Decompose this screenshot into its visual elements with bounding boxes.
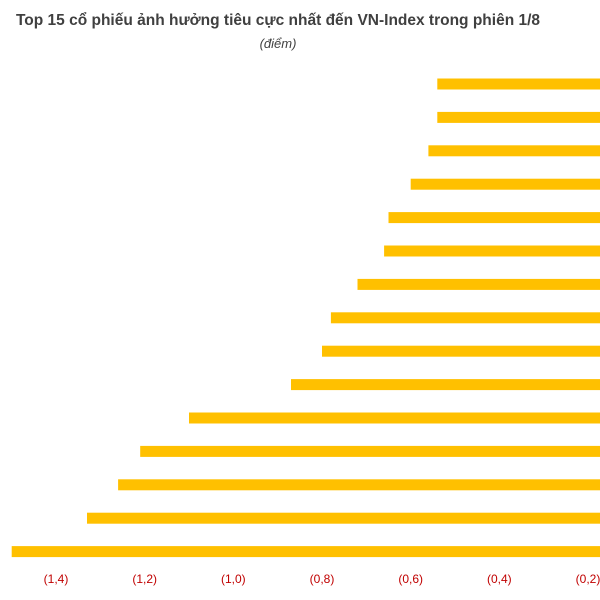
bar bbox=[437, 78, 600, 90]
bar bbox=[87, 512, 600, 524]
x-tick-label: (0,8) bbox=[310, 572, 335, 586]
bar bbox=[357, 278, 600, 290]
x-tick-label: (1,0) bbox=[221, 572, 246, 586]
bar bbox=[330, 312, 600, 324]
x-tick-label: (0,4) bbox=[487, 572, 512, 586]
bar bbox=[291, 379, 600, 391]
x-tick-label: (0,6) bbox=[398, 572, 423, 586]
bar bbox=[189, 412, 600, 424]
bar bbox=[140, 445, 600, 457]
bar bbox=[437, 111, 600, 123]
bar bbox=[388, 212, 600, 224]
bar-group bbox=[11, 78, 600, 558]
x-axis-tick-labels: (1,4) (1,2) (1,0) (0,8) (0,6) (0,4) (0,2) bbox=[44, 572, 600, 586]
chart-subtitle: (điểm) bbox=[259, 36, 297, 51]
x-tick-label: (1,4) bbox=[44, 572, 69, 586]
bar bbox=[118, 479, 600, 491]
x-tick-label: (1,2) bbox=[132, 572, 157, 586]
bar bbox=[428, 145, 600, 157]
bar bbox=[322, 345, 600, 357]
x-tick-label: (0,2) bbox=[576, 572, 600, 586]
bar bbox=[384, 245, 600, 257]
bar bbox=[11, 546, 600, 558]
chart-title: Top 15 cổ phiếu ảnh hưởng tiêu cực nhất … bbox=[15, 12, 541, 29]
bar bbox=[410, 178, 600, 190]
